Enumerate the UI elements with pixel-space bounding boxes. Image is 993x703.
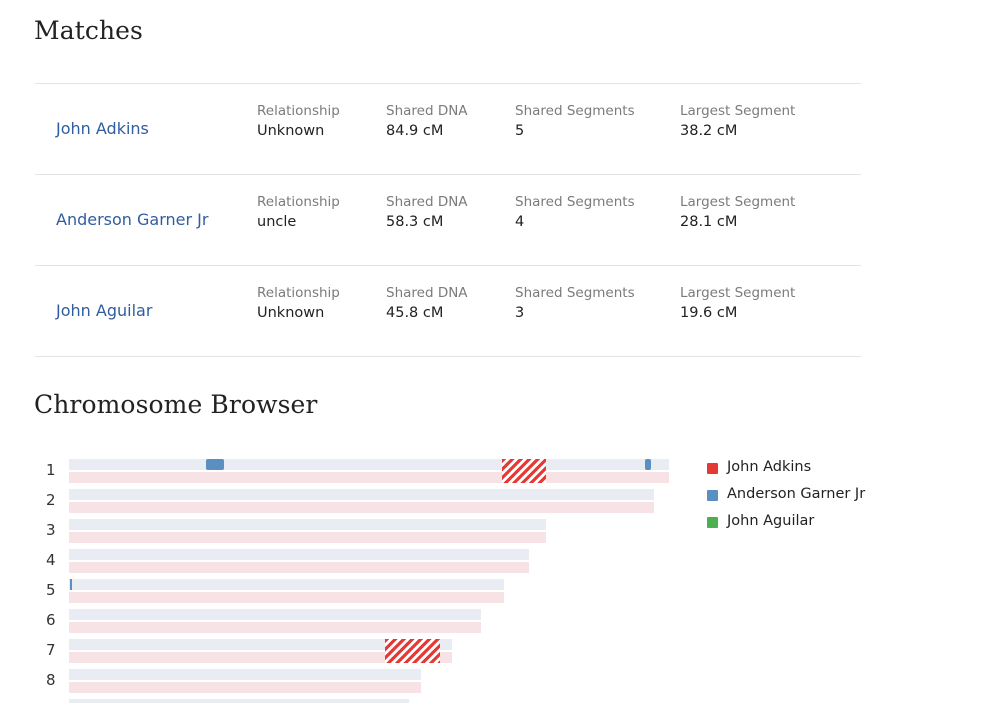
chromosome-track-maternal	[69, 592, 504, 603]
relationship-label: Relationship	[257, 194, 340, 210]
matches-table: John Adkins Relationship Unknown Shared …	[35, 83, 861, 357]
shared-segments-cell: Shared Segments 5	[515, 102, 635, 142]
chromosome-number: 2	[46, 491, 56, 509]
chromosome-track-paternal	[69, 699, 409, 703]
match-name-link[interactable]: John Aguilar	[56, 301, 153, 320]
chromosome-number: 6	[46, 611, 56, 629]
relationship-value: uncle	[257, 214, 297, 230]
shared-segments-cell: Shared Segments 3	[515, 284, 635, 324]
legend-swatch	[707, 517, 718, 528]
largest-segment-value: 28.1 cM	[680, 214, 738, 230]
shared-dna-cell: Shared DNA 45.8 cM	[386, 284, 468, 324]
shared-dna-cell: Shared DNA 58.3 cM	[386, 193, 468, 233]
chromosome-number: 1	[46, 461, 56, 479]
largest-segment-value: 19.6 cM	[680, 305, 738, 321]
largest-segment-label: Largest Segment	[680, 194, 796, 210]
match-row: John Adkins Relationship Unknown Shared …	[35, 84, 861, 175]
relationship-cell: Relationship Unknown	[257, 102, 340, 142]
chromosome-row-6: 6	[34, 605, 684, 635]
chromosome-browser-title: Chromosome Browser	[34, 390, 318, 419]
chromosome-track-paternal	[69, 549, 529, 560]
chromosome-number: 5	[46, 581, 56, 599]
chromosome-row-8: 8	[34, 665, 684, 695]
largest-segment-value: 38.2 cM	[680, 123, 738, 139]
shared-dna-value: 45.8 cM	[386, 305, 444, 321]
chromosome-track-maternal	[69, 472, 669, 483]
largest-segment-cell: Largest Segment 19.6 cM	[680, 284, 795, 324]
shared-segments-value: 5	[515, 123, 525, 139]
relationship-cell: Relationship Unknown	[257, 284, 340, 324]
match-segment[interactable]	[70, 579, 72, 590]
legend-swatch	[707, 490, 718, 501]
relationship-cell: Relationship uncle	[257, 193, 340, 233]
relationship-label: Relationship	[257, 103, 340, 119]
chromosome-track-paternal	[69, 639, 452, 650]
chromosome-track-maternal	[69, 622, 481, 633]
chromosome-track-paternal	[69, 609, 481, 620]
relationship-value: Unknown	[257, 123, 325, 139]
shared-segments-value: 3	[515, 305, 525, 321]
chromosome-track-maternal	[69, 562, 529, 573]
largest-segment-label: Largest Segment	[680, 103, 796, 119]
shared-segments-cell: Shared Segments 4	[515, 193, 635, 233]
chromosome-track-paternal	[69, 579, 504, 590]
shared-segments-label: Shared Segments	[515, 194, 635, 210]
matches-title: Matches	[34, 16, 143, 45]
chromosome-number: 7	[46, 641, 56, 659]
chromosome-row-7: 7	[34, 635, 684, 665]
legend-label: John Adkins	[727, 459, 812, 475]
chromosome-row-partial	[34, 695, 684, 703]
match-segment[interactable]	[645, 459, 651, 470]
shared-segments-label: Shared Segments	[515, 285, 635, 301]
chromosome-browser: 1 2 3 4 5	[34, 455, 684, 703]
chromosome-track-maternal	[69, 532, 546, 543]
largest-segment-cell: Largest Segment 28.1 cM	[680, 193, 795, 233]
match-segment[interactable]	[385, 639, 440, 663]
match-row: John Aguilar Relationship Unknown Shared…	[35, 266, 861, 357]
match-row: Anderson Garner Jr Relationship uncle Sh…	[35, 175, 861, 266]
largest-segment-label: Largest Segment	[680, 285, 796, 301]
legend-label: John Aguilar	[727, 513, 815, 529]
shared-segments-label: Shared Segments	[515, 103, 635, 119]
chromosome-number: 8	[46, 671, 56, 689]
chromosome-track-paternal	[69, 489, 654, 500]
relationship-value: Unknown	[257, 305, 325, 321]
shared-dna-label: Shared DNA	[386, 285, 468, 301]
chromosome-track-maternal	[69, 682, 421, 693]
chromosome-row-2: 2	[34, 485, 684, 515]
chromosome-number: 3	[46, 521, 56, 539]
shared-segments-value: 4	[515, 214, 525, 230]
shared-dna-label: Shared DNA	[386, 103, 468, 119]
shared-dna-value: 84.9 cM	[386, 123, 444, 139]
chromosome-track-maternal	[69, 652, 452, 663]
shared-dna-label: Shared DNA	[386, 194, 468, 210]
shared-dna-cell: Shared DNA 84.9 cM	[386, 102, 468, 142]
chromosome-row-4: 4	[34, 545, 684, 575]
legend-swatch	[707, 463, 718, 474]
largest-segment-cell: Largest Segment 38.2 cM	[680, 102, 795, 142]
match-segment[interactable]	[502, 459, 546, 483]
chromosome-row-1: 1	[34, 455, 684, 485]
shared-dna-value: 58.3 cM	[386, 214, 444, 230]
chromosome-track-paternal	[69, 519, 546, 530]
chromosome-track-paternal	[69, 669, 421, 680]
legend-label: Anderson Garner Jr	[727, 486, 866, 502]
match-name-link[interactable]: Anderson Garner Jr	[56, 210, 209, 229]
relationship-label: Relationship	[257, 285, 340, 301]
chromosome-track-maternal	[69, 502, 654, 513]
match-name-link[interactable]: John Adkins	[56, 119, 149, 138]
chromosome-row-3: 3	[34, 515, 684, 545]
match-segment[interactable]	[206, 459, 224, 470]
chromosome-number: 4	[46, 551, 56, 569]
chromosome-track-paternal	[69, 459, 669, 470]
chromosome-row-5: 5	[34, 575, 684, 605]
